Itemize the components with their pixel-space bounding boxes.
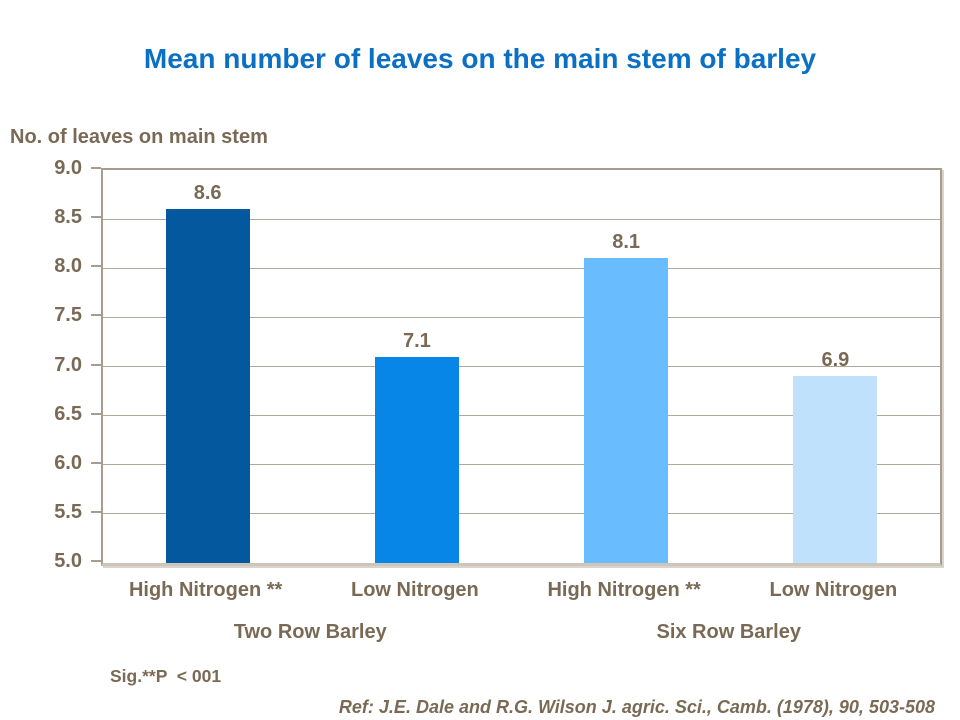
significance-note: Sig.**P < 001	[110, 666, 222, 686]
gridline	[103, 415, 940, 417]
y-tick-mark	[91, 510, 101, 513]
x-axis-group-label: Six Row Barley	[656, 621, 801, 643]
chart-title: Mean number of leaves on the main stem o…	[143, 43, 817, 74]
bar	[374, 356, 459, 563]
y-tick-mark	[91, 265, 101, 268]
bar	[165, 209, 250, 563]
y-tick-mark	[91, 461, 101, 464]
y-tick-label: 7.5	[54, 304, 82, 327]
plot-area: 8.6 7.1 8.1 6.9	[101, 168, 942, 566]
y-tick-label: 5.0	[54, 550, 82, 572]
y-tick-mark	[91, 412, 101, 415]
y-tick-mark	[91, 560, 101, 562]
reference-note: Ref: J.E. Dale and R.G. Wilson J. agric.…	[338, 697, 935, 717]
gridline	[103, 464, 940, 466]
x-axis-group-label: Two Row Barley	[233, 621, 387, 643]
bar-value-label: 8.6	[193, 182, 222, 205]
y-tick-label: 8.5	[54, 206, 82, 229]
y-tick-label: 9.0	[54, 157, 82, 179]
gridline	[103, 316, 940, 318]
y-tick-mark	[91, 314, 101, 317]
bar-value-label: 6.9	[821, 349, 850, 372]
bar	[793, 376, 878, 563]
x-axis-category-label: High Nitrogen **	[547, 579, 701, 601]
y-tick-mark	[91, 363, 101, 366]
gridline	[103, 513, 940, 515]
bar-value-label: 8.1	[612, 231, 641, 254]
y-tick-label: 8.0	[54, 255, 82, 278]
y-axis: 9.0 8.5 8.0 7.5 7.0 6.5 6.0 5.5 5.0	[0, 157, 101, 572]
x-axis-category-label: High Nitrogen **	[128, 579, 283, 601]
bar-value-label: 7.1	[402, 329, 431, 352]
x-axis-labels: High Nitrogen ** Low Nitrogen High Nitroge…	[101, 578, 938, 602]
y-tick-mark	[91, 167, 101, 169]
y-tick-mark	[91, 216, 101, 219]
y-axis-title: No. of leaves on main stem	[10, 126, 268, 148]
gridline	[103, 366, 940, 367]
gridline	[103, 218, 940, 220]
x-axis-category-label: Low Nitrogen	[350, 579, 479, 601]
y-tick-label: 6.5	[54, 402, 82, 425]
bar	[584, 258, 669, 563]
y-tick-label: 6.0	[54, 451, 82, 474]
gridline	[103, 267, 940, 269]
x-axis-category-label: Low Nitrogen	[769, 579, 898, 601]
x-axis-group-labels: Two Row Barley Six Row Barley	[101, 620, 938, 644]
y-tick-label: 5.5	[54, 500, 82, 523]
y-tick-label: 7.0	[54, 353, 82, 376]
